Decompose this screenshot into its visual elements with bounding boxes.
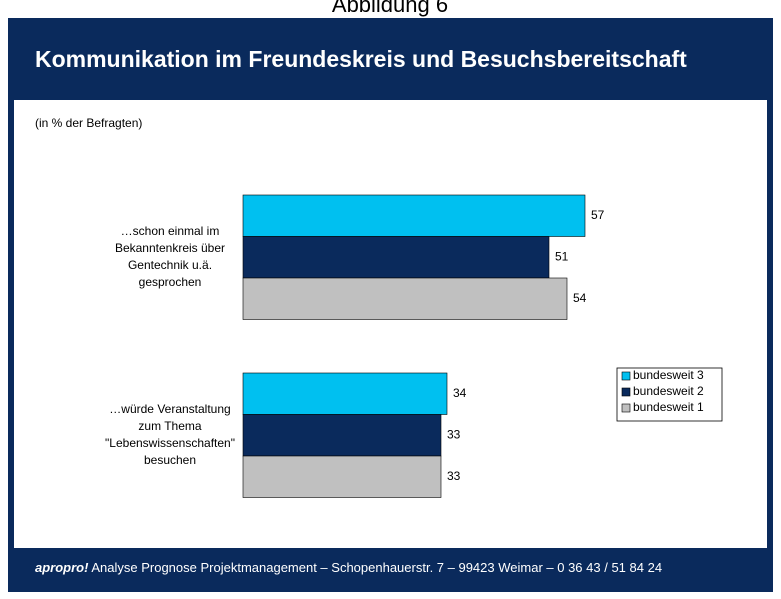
category-label-text: …schon einmal im Bekanntenkreis über Gen…	[114, 224, 226, 289]
bar	[242, 455, 442, 498]
page-title: Abbildung 6	[332, 0, 448, 17]
legend-swatch	[621, 403, 631, 413]
legend-label: bundesweit 1	[633, 400, 704, 414]
footer-text: Analyse Prognose Projektmanagement – Sch…	[91, 560, 662, 575]
chart-title: Kommunikation im Freundeskreis und Besuc…	[35, 46, 687, 72]
chart-subtitle: (in % der Befragten)	[35, 116, 142, 130]
category-label: …würde Veranstaltung zum Thema "Lebenswi…	[105, 402, 235, 467]
data-label: 57	[591, 208, 605, 222]
data-label: 33	[447, 427, 461, 441]
data-label: 33	[447, 469, 461, 483]
data-label: 54	[573, 291, 587, 305]
bar	[242, 414, 442, 457]
legend-swatch	[621, 387, 631, 397]
legend-box	[616, 367, 723, 422]
category-label-text: …würde Veranstaltung zum Thema "Lebenswi…	[105, 402, 235, 467]
bar	[242, 372, 448, 415]
bar	[242, 194, 586, 237]
bar	[242, 236, 550, 279]
footer-brand: apropro!	[35, 560, 89, 575]
data-label: 34	[453, 386, 467, 400]
legend-swatch	[621, 371, 631, 381]
footer: apropro! Analyse Prognose Projektmanagem…	[35, 560, 662, 575]
legend-label: bundesweit 2	[633, 384, 704, 398]
bar	[242, 277, 568, 320]
data-label: 51	[555, 249, 569, 263]
legend-label: bundesweit 3	[633, 368, 704, 382]
category-label: …schon einmal im Bekanntenkreis über Gen…	[114, 224, 226, 289]
